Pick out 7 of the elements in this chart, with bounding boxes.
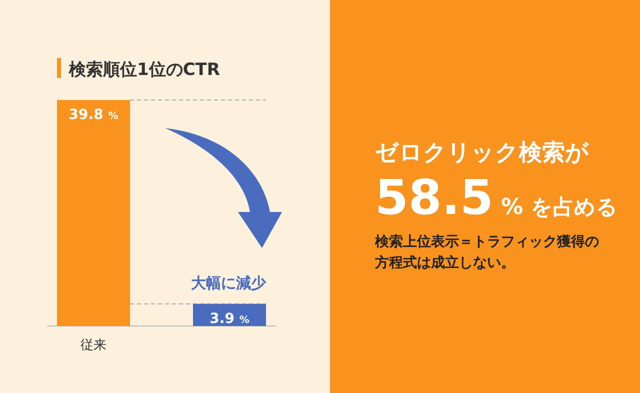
chart-title: 検索順位1位のCTR	[68, 60, 220, 80]
text: ゼロクリック検索が58.5%を占める	[375, 140, 618, 226]
text: 検索上位表示＝トラフィック獲得の方程式は成立しない。	[375, 233, 600, 273]
data-label: 39.8 %	[68, 107, 118, 123]
data-label: 3.9 %	[210, 310, 250, 327]
x-tick-label: 従来	[80, 338, 106, 353]
annotation: 大幅に減少	[191, 274, 267, 292]
